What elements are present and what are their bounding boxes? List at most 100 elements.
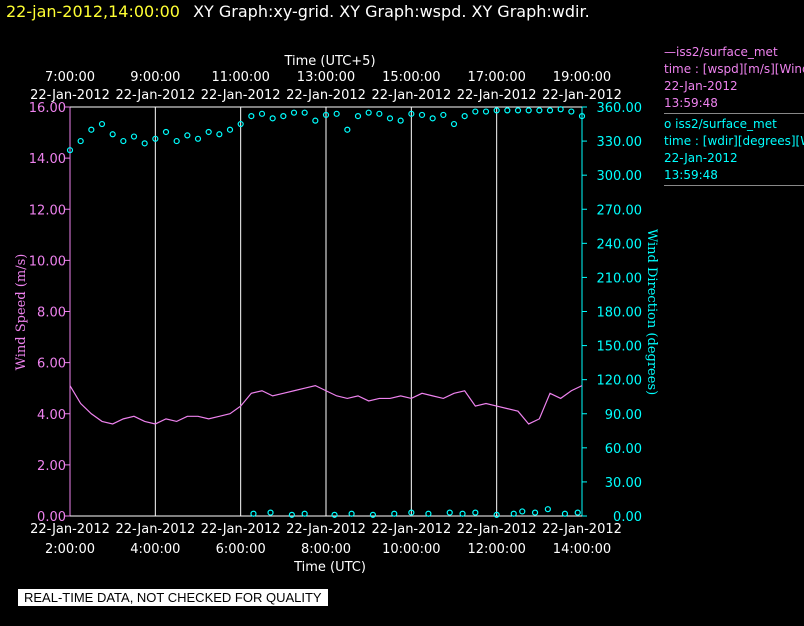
wdir-series-point: [348, 510, 355, 517]
x-tick-label-bottom-time: 8:00:00: [301, 542, 351, 557]
wdir-series-point: [544, 506, 551, 513]
wdir-series-point: [557, 106, 564, 113]
x-tick-label-bottom-date: 22-Jan-2012: [542, 522, 622, 537]
y-tick-label-left: 10.00: [29, 254, 66, 269]
wdir-series-point: [344, 126, 351, 133]
legend-wspd-line1: —iss2/surface_met: [664, 45, 778, 59]
wdir-series-point: [331, 511, 338, 518]
wdir-series-point: [237, 120, 244, 128]
x-tick-label-top-time: 13:00:00: [297, 70, 355, 85]
wdir-series-point: [152, 135, 159, 142]
y-tick-label-right: 120.00: [597, 374, 643, 389]
wdir-series-point: [66, 147, 74, 154]
legend: —iss2/surface_met time : [wspd][m/s][Win…: [664, 44, 804, 188]
wdir-series-point: [531, 509, 539, 516]
y-axis-label-left: Wind Speed (m/s): [14, 254, 29, 371]
y-tick-label-right: 300.00: [597, 169, 643, 184]
legend-wspd: —iss2/surface_met time : [wspd][m/s][Win…: [664, 44, 804, 114]
wdir-series-point: [546, 107, 554, 114]
x-tick-label-top-date: 22-Jan-2012: [201, 88, 281, 103]
legend-wdir-line2: time : [wdir][degrees][W: [664, 134, 804, 148]
wdir-series-point: [77, 137, 84, 145]
wdir-series-point: [194, 135, 202, 142]
wdir-series-point: [312, 117, 319, 124]
wdir-series-point: [536, 107, 543, 114]
x-tick-label-top-time: 17:00:00: [467, 70, 525, 85]
wdir-series-point: [258, 110, 266, 117]
wdir-series-point: [429, 115, 436, 122]
x-tick-label-bottom-date: 22-Jan-2012: [201, 522, 281, 537]
header-datetime: 22-jan-2012,14:00:00: [6, 2, 180, 21]
y-tick-label-right: 240.00: [597, 237, 643, 252]
x-tick-label-bottom-date: 22-Jan-2012: [371, 522, 451, 537]
tick-labels: 22-Jan-2012 2:00:00 7:00:00 22-Jan-2012 22-J…: [29, 70, 642, 557]
wdir-series-point: [369, 511, 377, 518]
y-tick-label-right: 180.00: [597, 306, 643, 321]
wdir-series-point: [216, 131, 223, 138]
wdir-series-point: [461, 112, 468, 120]
x-tick-label-bottom-date: 22-Jan-2012: [30, 522, 110, 537]
wdir-series-point: [250, 510, 257, 517]
x-tick-label-bottom-time: 4:00:00: [130, 542, 180, 557]
wdir-series-point: [354, 112, 362, 120]
wdir-series-point: [472, 108, 479, 115]
x-tick-label-top-time: 9:00:00: [130, 70, 180, 85]
legend-wdir-line1: o iss2/surface_met: [664, 117, 777, 131]
wdir-series-point: [459, 510, 466, 517]
x-tick-label-top-time: 7:00:00: [45, 70, 95, 85]
wdir-series-point: [493, 107, 500, 114]
legend-wdir-line3: 22-Jan-2012: [664, 151, 738, 165]
y-tick-label-left: 2.00: [37, 459, 66, 474]
x-tick-label-bottom-date: 22-Jan-2012: [457, 522, 537, 537]
wdir-series-point: [109, 131, 116, 138]
y-tick-label-right: 270.00: [597, 203, 643, 218]
wdir-series-point: [514, 107, 522, 114]
wdir-series-point: [519, 508, 526, 515]
wdir-series-point: [504, 107, 511, 114]
y-tick-label-left: 16.00: [29, 101, 66, 116]
wdir-series-point: [391, 510, 398, 517]
y-tick-label-right: 30.00: [605, 476, 642, 491]
x-tick-label-bottom-time: 14:00:00: [553, 542, 611, 557]
legend-wspd-line3: 22-Jan-2012: [664, 79, 738, 93]
wdir-series-point: [574, 509, 581, 516]
wdir-series-point: [561, 510, 569, 517]
wdir-series-point: [450, 120, 458, 128]
wdir-series-point: [173, 137, 180, 145]
wdir-series-point: [301, 510, 308, 517]
x-axis-label-top: Time (UTC+5): [283, 54, 375, 69]
x-tick-label-top-date: 22-Jan-2012: [115, 88, 195, 103]
wdir-series-point: [408, 509, 415, 516]
y-tick-label-right: 0.00: [613, 510, 642, 525]
quality-disclaimer: REAL-TIME DATA, NOT CHECKED FOR QUALITY: [18, 589, 328, 606]
x-tick-label-top-date: 22-Jan-2012: [286, 88, 366, 103]
x-tick-label-bottom-time: 10:00:00: [382, 542, 440, 557]
y-tick-label-left: 4.00: [37, 408, 66, 423]
wdir-series-point: [288, 511, 295, 518]
x-axis-label-bottom: Time (UTC): [293, 560, 366, 575]
legend-wspd-line2: time : [wspd][m/s][Wind: [664, 62, 804, 76]
y-tick-label-right: 150.00: [597, 340, 643, 355]
wdir-series-point: [510, 510, 517, 517]
legend-wdir: o iss2/surface_met time : [wdir][degrees…: [664, 116, 804, 186]
x-tick-label-top-date: 22-Jan-2012: [542, 88, 622, 103]
wdir-series-point: [482, 108, 490, 115]
x-tick-label-top-date: 22-Jan-2012: [371, 88, 451, 103]
grid-lines: [154, 107, 498, 516]
wdir-series-point: [226, 126, 234, 133]
wdir-series-point: [525, 107, 532, 114]
y-tick-label-left: 8.00: [37, 306, 66, 321]
wdir-series-point: [408, 110, 415, 117]
y-tick-label-right: 360.00: [597, 101, 643, 116]
y-tick-label-right: 330.00: [597, 135, 643, 150]
wdir-series-point: [425, 510, 432, 517]
wdir-series-point: [88, 126, 95, 133]
y-tick-label-left: 12.00: [29, 203, 66, 218]
wdir-series-point: [397, 117, 404, 124]
wdir-series-point: [386, 115, 394, 122]
wdir-series-point: [267, 509, 274, 516]
series-layer: [66, 106, 586, 518]
y-axis-label-right: Wind Direction (degrees): [644, 229, 659, 395]
x-tick-label-top-time: 15:00:00: [382, 70, 440, 85]
